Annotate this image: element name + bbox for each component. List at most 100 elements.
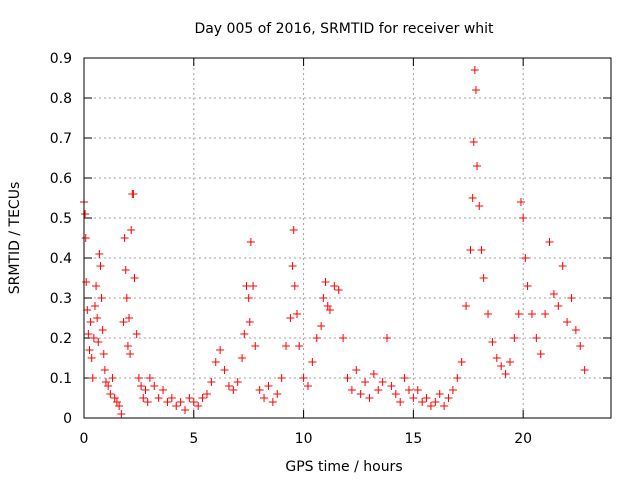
data-point bbox=[245, 318, 254, 326]
data-point bbox=[143, 398, 152, 406]
data-point bbox=[510, 334, 519, 342]
data-point bbox=[286, 314, 295, 322]
data-point bbox=[246, 238, 255, 246]
data-point bbox=[545, 238, 554, 246]
data-point bbox=[466, 246, 475, 254]
data-point bbox=[277, 374, 286, 382]
data-point bbox=[189, 398, 198, 406]
y-tick-label: 0.4 bbox=[50, 251, 72, 267]
data-point bbox=[92, 282, 101, 290]
data-point bbox=[536, 350, 545, 358]
data-point bbox=[317, 322, 326, 330]
data-point bbox=[571, 326, 580, 334]
data-point bbox=[288, 262, 297, 270]
data-point bbox=[81, 234, 90, 242]
data-point bbox=[448, 386, 457, 394]
data-point bbox=[224, 382, 233, 390]
data-point bbox=[567, 294, 576, 302]
data-point bbox=[233, 378, 242, 386]
data-point bbox=[418, 398, 427, 406]
data-point bbox=[99, 350, 108, 358]
grid-lines bbox=[84, 58, 611, 418]
data-point bbox=[134, 374, 143, 382]
data-point bbox=[130, 274, 139, 282]
data-point bbox=[576, 342, 585, 350]
data-point bbox=[325, 306, 334, 314]
data-point bbox=[554, 302, 563, 310]
data-point bbox=[98, 326, 107, 334]
data-point bbox=[290, 282, 299, 290]
data-point bbox=[374, 386, 383, 394]
data-point bbox=[84, 330, 93, 338]
data-point bbox=[95, 250, 104, 258]
data-point bbox=[488, 338, 497, 346]
data-point bbox=[365, 394, 374, 402]
data-point bbox=[387, 382, 396, 390]
x-tick-label: 15 bbox=[404, 431, 422, 447]
data-point bbox=[479, 274, 488, 282]
data-point bbox=[282, 342, 291, 350]
data-point bbox=[497, 362, 506, 370]
data-point bbox=[216, 346, 225, 354]
data-point bbox=[404, 386, 413, 394]
data-point bbox=[244, 294, 253, 302]
data-point bbox=[229, 386, 238, 394]
data-point bbox=[150, 382, 159, 390]
data-point bbox=[541, 310, 550, 318]
data-point bbox=[312, 334, 321, 342]
data-point bbox=[396, 398, 405, 406]
data-point bbox=[81, 210, 90, 218]
axis-ticks bbox=[83, 57, 611, 419]
data-point bbox=[121, 266, 130, 274]
data-point bbox=[255, 386, 264, 394]
y-tick-label: 0.3 bbox=[50, 291, 72, 307]
data-point bbox=[343, 374, 352, 382]
data-point bbox=[356, 390, 365, 398]
data-point bbox=[106, 390, 115, 398]
data-point bbox=[347, 386, 356, 394]
data-point bbox=[299, 374, 308, 382]
data-point bbox=[339, 334, 348, 342]
data-point bbox=[440, 402, 449, 410]
data-point bbox=[132, 330, 141, 338]
x-axis-label: GPS time / hours bbox=[285, 459, 402, 475]
y-tick-label: 0.1 bbox=[50, 371, 72, 387]
data-point bbox=[475, 202, 484, 210]
data-point bbox=[172, 402, 181, 410]
data-point bbox=[129, 190, 138, 198]
data-point bbox=[159, 386, 168, 394]
data-point bbox=[181, 406, 190, 414]
data-point bbox=[334, 286, 343, 294]
data-point bbox=[471, 86, 480, 94]
data-point bbox=[127, 226, 136, 234]
data-point bbox=[87, 354, 96, 362]
data-point bbox=[292, 310, 301, 318]
data-point bbox=[426, 402, 435, 410]
data-point bbox=[176, 398, 185, 406]
data-point bbox=[85, 346, 94, 354]
chart-title: Day 005 of 2016, SRMTID for receiver whi… bbox=[194, 21, 494, 37]
data-point bbox=[104, 382, 113, 390]
data-point bbox=[400, 374, 409, 382]
data-point bbox=[185, 394, 194, 402]
x-tick-label: 0 bbox=[80, 431, 89, 447]
data-point bbox=[110, 394, 119, 402]
data-point bbox=[352, 366, 361, 374]
data-point bbox=[122, 294, 131, 302]
data-point bbox=[126, 350, 135, 358]
data-point bbox=[207, 378, 216, 386]
data-point bbox=[321, 278, 330, 286]
data-point bbox=[145, 374, 154, 382]
data-point bbox=[558, 262, 567, 270]
data-point bbox=[323, 302, 332, 310]
data-point bbox=[125, 314, 134, 322]
data-point bbox=[473, 162, 482, 170]
data-point bbox=[431, 398, 440, 406]
data-point bbox=[86, 318, 95, 326]
data-point bbox=[154, 394, 163, 402]
data-point bbox=[117, 410, 126, 418]
data-point bbox=[139, 394, 148, 402]
y-axis-label: SRMTID / TECUs bbox=[7, 182, 23, 295]
data-point bbox=[119, 318, 128, 326]
